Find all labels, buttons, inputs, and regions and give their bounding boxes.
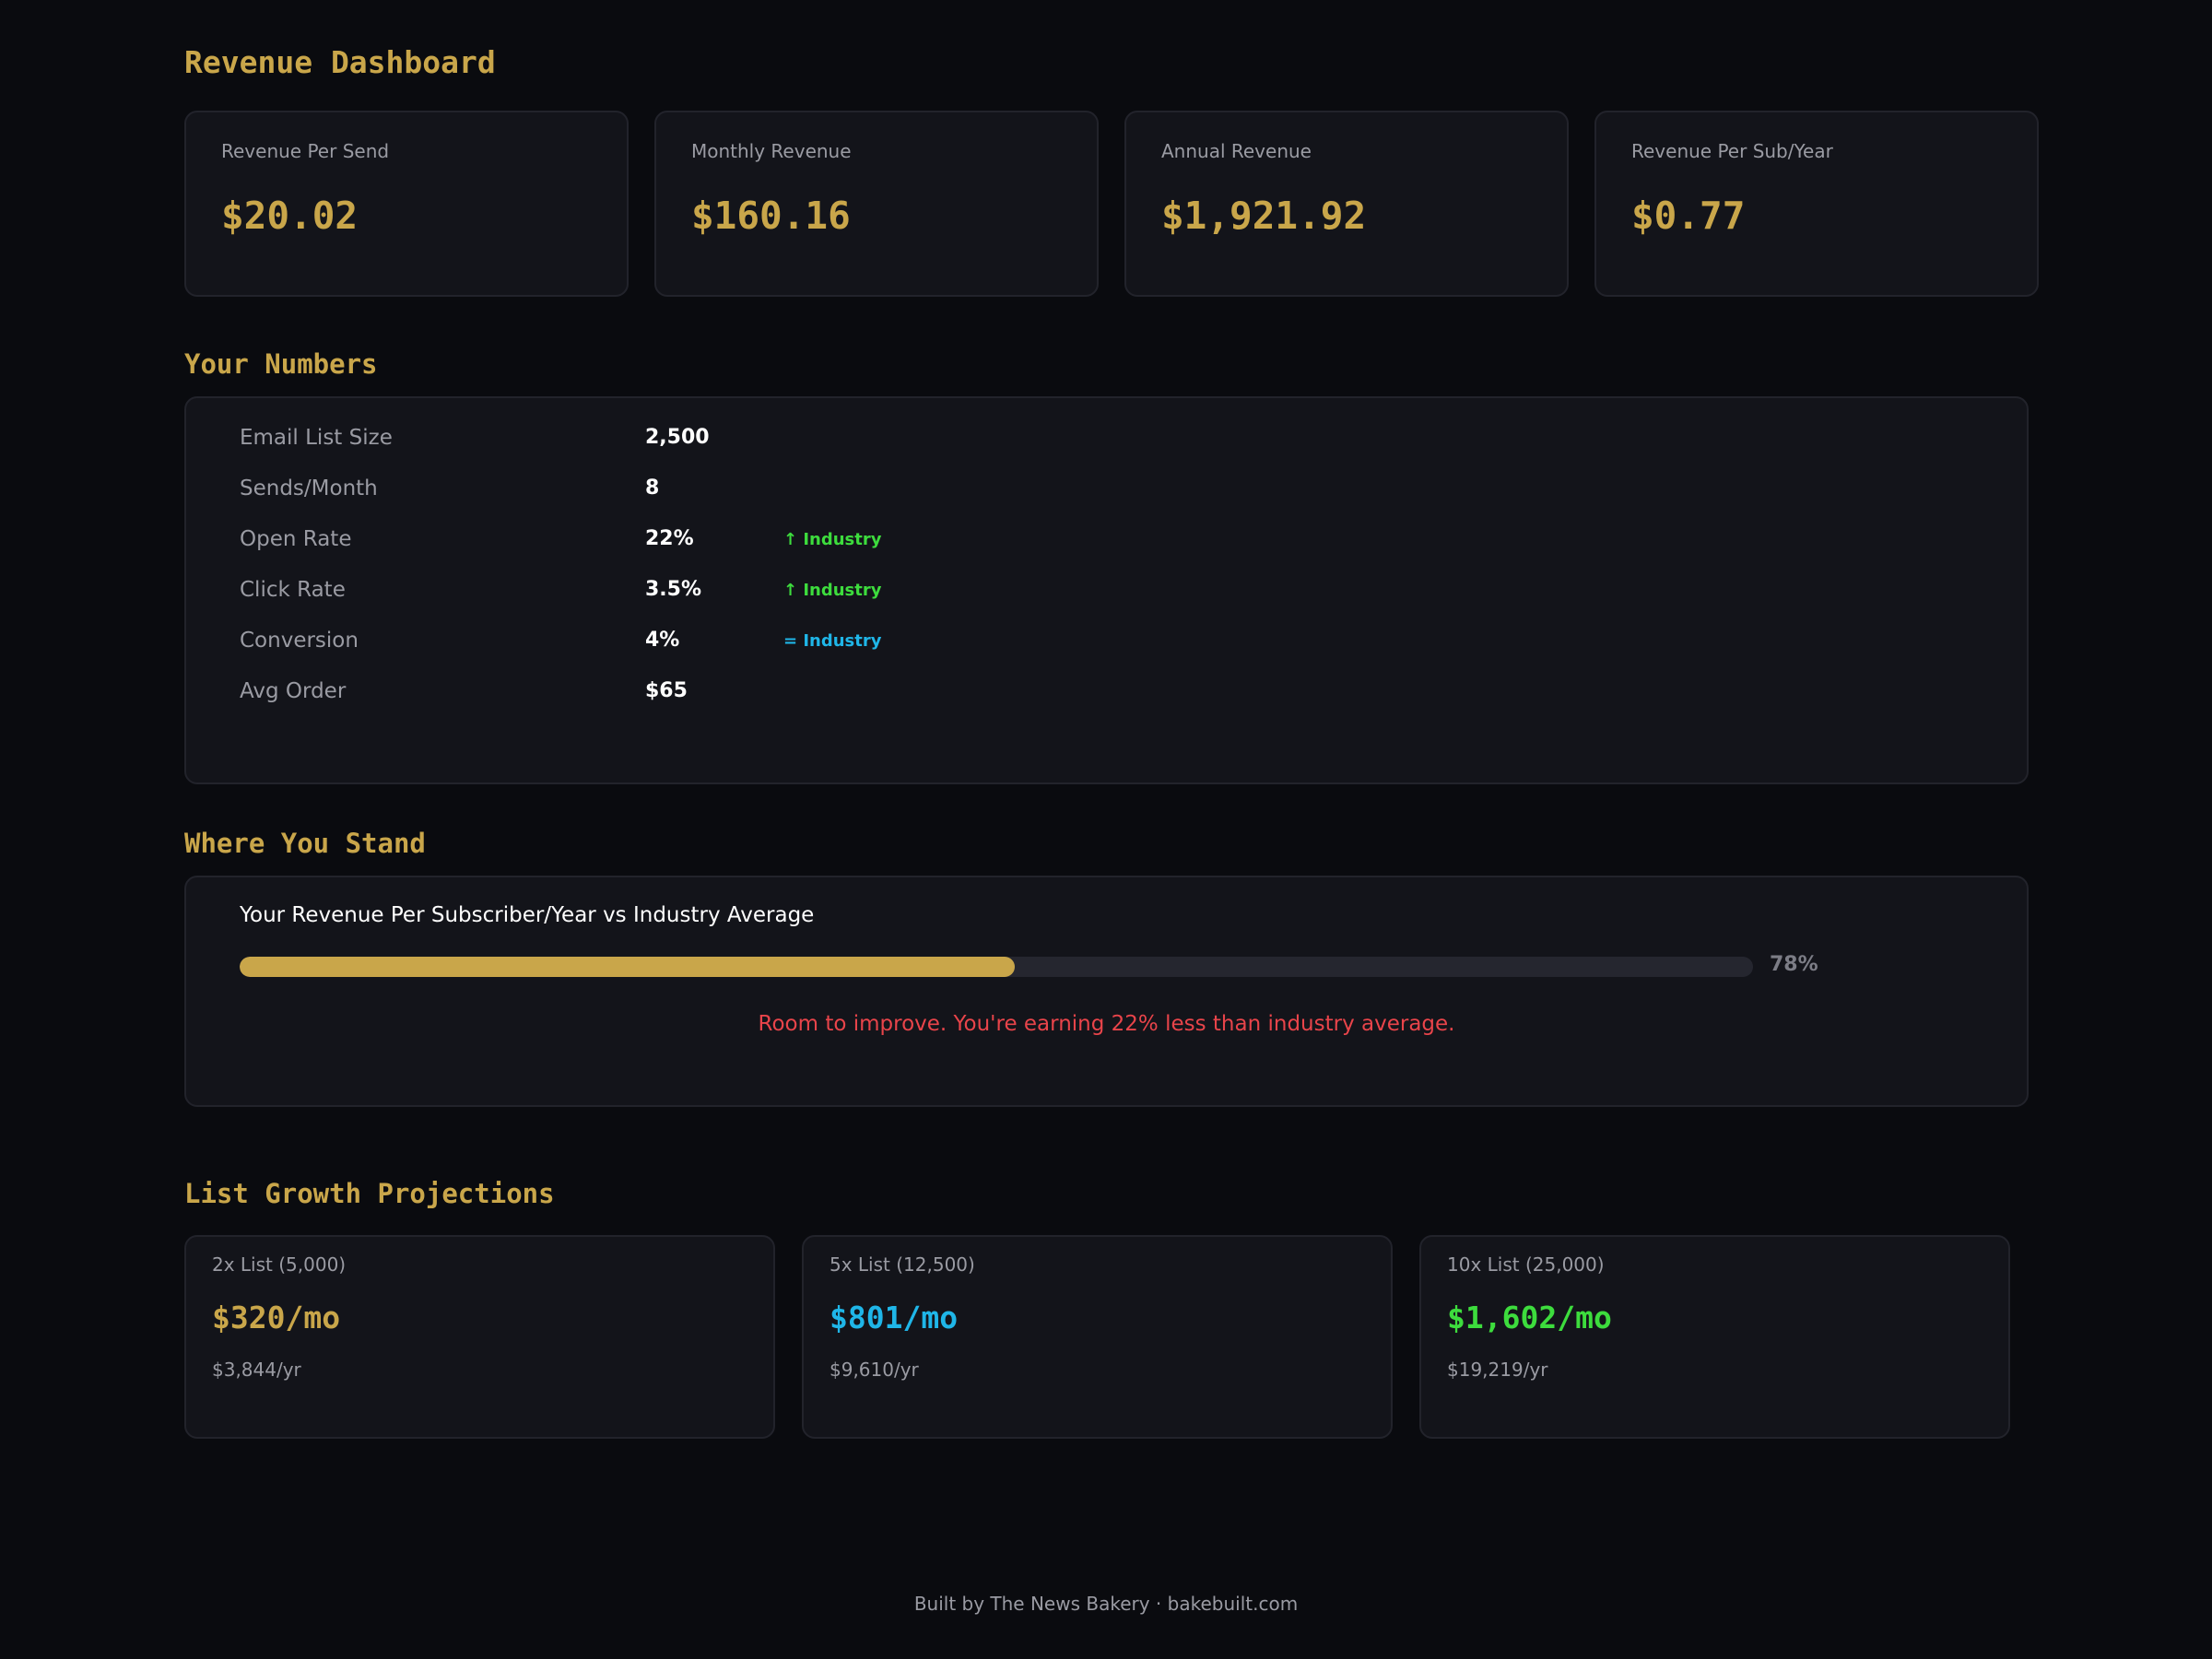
progress-percent: 78% [1770,953,1818,976]
row-value: $65 [645,679,688,702]
row-label: Click Rate [240,578,346,602]
row-value: 2,500 [645,426,710,449]
projection-label: 5x List (12,500) [830,1253,975,1276]
list-item: Conversion 4% = Industry [240,629,1161,665]
row-label: Sends/Month [240,477,378,500]
kpi-label: Revenue Per Sub/Year [1631,140,1833,162]
kpi-value: $0.77 [1631,194,1746,238]
page-title: Revenue Dashboard [184,44,496,80]
row-label: Conversion [240,629,359,653]
row-value: 22% [645,527,694,550]
list-item: Open Rate 22% ↑ Industry [240,527,1161,564]
projection-monthly: $320/mo [212,1300,341,1335]
projection-card-2x: 2x List (5,000) $320/mo $3,844/yr [184,1235,775,1439]
row-label: Email List Size [240,426,393,450]
section-title-list-growth-projections: List Growth Projections [184,1178,555,1209]
row-value: 4% [645,629,680,652]
stand-panel: Your Revenue Per Subscriber/Year vs Indu… [184,876,2029,1107]
section-title-where-you-stand: Where You Stand [184,828,426,859]
kpi-card-annual-revenue: Annual Revenue $1,921.92 [1124,111,1569,297]
projection-yearly: $3,844/yr [212,1359,301,1381]
projection-label: 10x List (25,000) [1447,1253,1605,1276]
projection-monthly: $1,602/mo [1447,1300,1612,1335]
list-item: Click Rate 3.5% ↑ Industry [240,578,1161,615]
section-title-your-numbers: Your Numbers [184,348,378,380]
projection-yearly: $9,610/yr [830,1359,919,1381]
comparison-title: Your Revenue Per Subscriber/Year vs Indu… [240,903,815,927]
projection-yearly: $19,219/yr [1447,1359,1548,1381]
list-item: Sends/Month 8 [240,477,1161,513]
row-value: 3.5% [645,578,702,601]
row-label: Avg Order [240,679,347,703]
kpi-label: Monthly Revenue [691,140,852,162]
row-value: 8 [645,477,660,500]
kpi-label: Annual Revenue [1161,140,1312,162]
list-item: Avg Order $65 [240,679,1161,716]
kpi-card-revenue-per-send: Revenue Per Send $20.02 [184,111,629,297]
kpi-label: Revenue Per Send [221,140,390,162]
footer-credit: Built by The News Bakery · bakebuilt.com [913,1593,1299,1615]
list-item: Email List Size 2,500 [240,426,1161,463]
kpi-card-monthly-revenue: Monthly Revenue $160.16 [654,111,1099,297]
progress-bar-track [240,957,1753,977]
status-message: Room to improve. You're earning 22% less… [758,1012,1455,1036]
projection-card-10x: 10x List (25,000) $1,602/mo $19,219/yr [1419,1235,2010,1439]
projection-card-5x: 5x List (12,500) $801/mo $9,610/yr [802,1235,1393,1439]
row-label: Open Rate [240,527,352,551]
projection-label: 2x List (5,000) [212,1253,347,1276]
kpi-value: $160.16 [691,194,851,238]
kpi-value: $1,921.92 [1161,194,1367,238]
industry-comparison-badge: = Industry [783,631,882,651]
kpi-card-revenue-per-sub-year: Revenue Per Sub/Year $0.77 [1594,111,2039,297]
kpi-value: $20.02 [221,194,359,238]
numbers-panel: Email List Size 2,500 Sends/Month 8 Open… [184,396,2029,784]
industry-comparison-badge: ↑ Industry [783,581,882,600]
industry-comparison-badge: ↑ Industry [783,530,882,549]
progress-bar-fill [240,957,1015,977]
projection-monthly: $801/mo [830,1300,959,1335]
